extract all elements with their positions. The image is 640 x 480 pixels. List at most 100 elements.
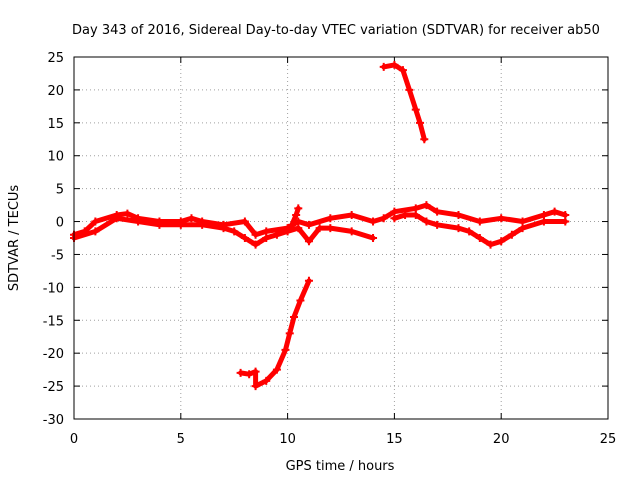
data-point <box>251 240 260 249</box>
y-tick-label: -15 <box>43 314 64 329</box>
data-point <box>296 296 305 305</box>
data-point <box>304 237 313 246</box>
data-point <box>112 214 121 223</box>
axis-ticks <box>73 56 609 420</box>
data-point <box>550 207 559 216</box>
data-point <box>287 220 296 229</box>
y-tick-label: 10 <box>47 150 64 165</box>
x-tick-label: 15 <box>386 432 403 447</box>
data-point <box>507 230 516 239</box>
data-point <box>465 227 474 236</box>
data-point <box>315 224 324 233</box>
series-main-band-c <box>391 212 568 248</box>
y-tick-label: 5 <box>56 183 64 198</box>
data-point <box>326 224 335 233</box>
data-point <box>134 217 143 226</box>
data-point <box>420 135 429 144</box>
x-tick-label: 5 <box>177 432 185 447</box>
data-point <box>416 118 425 127</box>
data-point <box>454 210 463 219</box>
data-point <box>294 204 303 213</box>
data-point <box>369 234 378 242</box>
data-point <box>433 220 442 229</box>
data-point <box>411 105 420 114</box>
y-tick-labels: -30 -25 -20 -15 -10 -5 0 5 10 15 20 25 <box>43 51 64 428</box>
data-point <box>283 227 292 236</box>
data-point <box>240 234 249 242</box>
y-tick-label: 20 <box>47 84 64 99</box>
x-tick-label: 25 <box>600 432 617 447</box>
y-tick-label: -20 <box>43 347 64 362</box>
data-point <box>219 224 228 233</box>
data-point <box>294 224 303 233</box>
data-point <box>539 217 548 226</box>
y-tick-label: 0 <box>56 216 64 231</box>
data-point <box>475 217 484 226</box>
data-point <box>240 217 249 226</box>
data-point <box>123 209 132 218</box>
chart-title: Day 343 of 2016, Sidereal Day-to-day VTE… <box>72 23 600 38</box>
data-point <box>398 66 407 75</box>
data-point <box>486 240 495 249</box>
plot-frame <box>73 56 609 420</box>
data-point <box>422 217 431 226</box>
data-point <box>176 220 185 229</box>
data-point <box>347 227 356 236</box>
data-point <box>236 368 245 377</box>
data-point <box>251 382 260 391</box>
data-point <box>411 210 420 219</box>
data-point <box>347 210 356 219</box>
data-point <box>285 329 294 338</box>
data-point <box>497 214 506 223</box>
data-point <box>304 220 313 229</box>
y-tick-label: -25 <box>43 380 64 395</box>
data-point <box>422 201 431 210</box>
x-tick-label: 0 <box>70 432 78 447</box>
data-point <box>433 207 442 216</box>
data-series <box>70 60 570 391</box>
data-point <box>251 367 260 376</box>
data-point <box>155 220 164 229</box>
y-tick-label: 25 <box>47 51 64 66</box>
data-point <box>292 210 301 219</box>
data-point <box>262 376 271 385</box>
x-axis-label: GPS time / hours <box>286 459 395 474</box>
data-point <box>518 224 527 233</box>
data-point <box>405 85 414 94</box>
x-tick-label: 10 <box>279 432 296 447</box>
data-point <box>379 214 388 223</box>
y-axis-label: SDTVAR / TECUs <box>7 185 22 292</box>
data-point <box>272 230 281 239</box>
data-point <box>281 345 290 354</box>
data-point <box>290 312 299 321</box>
x-tick-label: 20 <box>493 432 510 447</box>
data-point <box>390 214 399 223</box>
data-point <box>251 230 260 239</box>
y-tick-label: -30 <box>43 413 64 428</box>
data-point <box>272 365 281 374</box>
data-point <box>304 276 313 285</box>
data-point <box>454 224 463 233</box>
data-point <box>390 60 399 69</box>
data-point <box>401 210 410 219</box>
data-point <box>187 214 196 223</box>
y-tick-label: 15 <box>47 117 64 132</box>
data-point <box>369 217 378 226</box>
data-point <box>561 217 570 226</box>
data-point <box>262 234 271 242</box>
data-point <box>379 62 388 71</box>
data-point <box>245 370 254 379</box>
series-descending-arc <box>381 62 427 142</box>
data-point <box>91 227 100 236</box>
data-point <box>230 227 239 236</box>
data-point <box>91 217 100 226</box>
y-tick-label: -5 <box>51 248 64 263</box>
data-point <box>198 220 207 229</box>
data-point <box>497 237 506 246</box>
data-point <box>475 234 484 242</box>
x-tick-labels: 0 5 10 15 20 25 <box>70 432 616 447</box>
y-tick-label: -10 <box>43 281 64 296</box>
grid-lines <box>74 57 608 419</box>
data-point <box>326 214 335 223</box>
